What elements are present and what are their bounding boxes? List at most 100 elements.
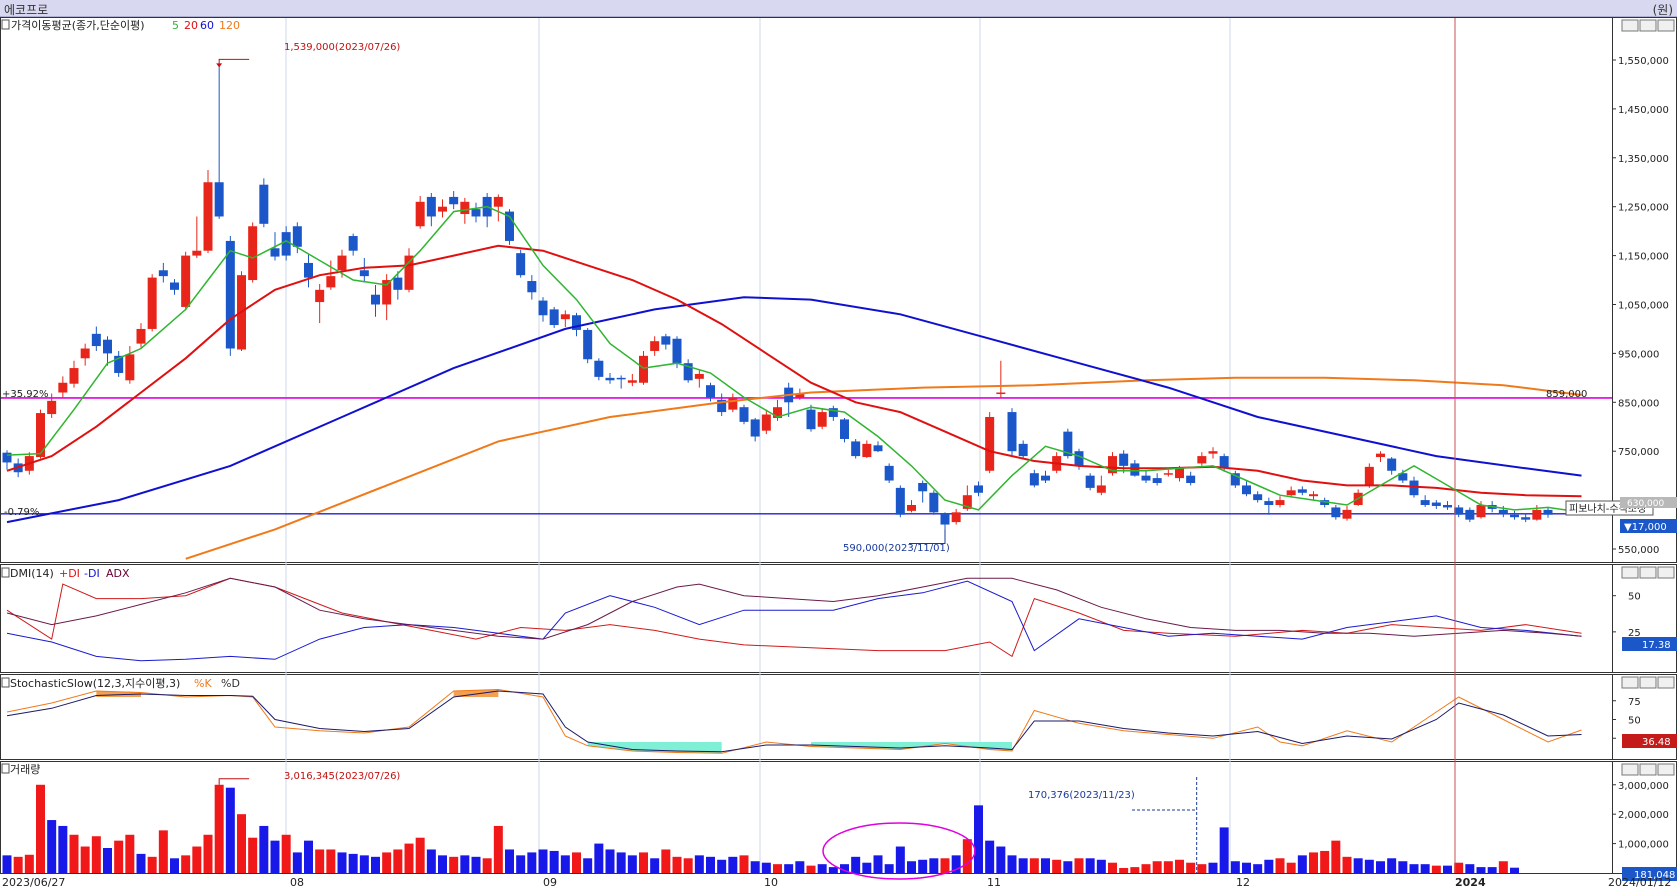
candle-down — [605, 377, 615, 381]
pane-button-icon[interactable] — [1657, 763, 1675, 776]
volume-current-value: 181,048 — [1634, 870, 1675, 881]
volume-bar — [1163, 861, 1173, 873]
candle-down — [1521, 517, 1531, 520]
pane-button-icon[interactable] — [1657, 566, 1675, 579]
moving-average-ma60 — [6, 296, 1582, 524]
candle-down — [1331, 507, 1341, 518]
candle-up — [58, 382, 68, 393]
volume-bar — [1052, 859, 1062, 873]
candle-down — [1063, 431, 1073, 457]
volume-bar — [1510, 867, 1519, 873]
candle-up — [36, 413, 45, 458]
panel-toggle-icon[interactable] — [1, 567, 10, 578]
volume-bar — [1230, 861, 1240, 873]
volume-bar — [929, 858, 939, 873]
candle-down — [750, 419, 760, 437]
candle-down — [158, 270, 168, 277]
volume-bar — [1208, 862, 1218, 873]
volume-bar — [24, 854, 34, 873]
axis-pane-price — [1612, 17, 1677, 563]
candle-down — [1219, 456, 1229, 469]
candle-down — [1454, 507, 1464, 515]
candle-up — [728, 398, 738, 410]
volume-bar — [806, 865, 816, 873]
candle-up — [404, 255, 414, 290]
candle-up — [627, 380, 637, 383]
candle-up — [761, 414, 771, 431]
candle-up — [1364, 466, 1374, 486]
x-label-oct: 10 — [764, 876, 778, 889]
candle-down — [1074, 451, 1084, 466]
candle-down — [594, 360, 604, 377]
dmi-adx-line — [6, 577, 1582, 640]
volume-tick-label: 1,000,000 — [1618, 840, 1669, 851]
axis-pane-dmi — [1612, 564, 1677, 673]
candle-up — [147, 277, 157, 329]
volume-bar — [549, 850, 559, 873]
pane-button-icon[interactable] — [1621, 19, 1639, 32]
volume-title: 거래량 — [10, 763, 40, 776]
pane-button-icon[interactable] — [1657, 19, 1675, 32]
volume-bar — [1264, 859, 1274, 873]
volume-bar — [873, 855, 883, 873]
volume-bar — [884, 864, 894, 873]
volume-bar — [404, 843, 414, 873]
stoch-d-line — [6, 690, 1582, 753]
volume-bar — [1476, 867, 1486, 873]
panel-toggle-icon[interactable] — [1, 677, 10, 688]
pane-button-icon[interactable] — [1657, 676, 1675, 689]
candle-down — [1085, 475, 1095, 488]
volume-current-box — [1622, 867, 1677, 881]
candle-down — [1119, 453, 1129, 466]
candle-down — [1029, 473, 1039, 486]
volume-bar — [784, 864, 794, 873]
candle-up — [415, 201, 425, 227]
volume-bar — [728, 856, 738, 873]
legend-ma60: 60 — [200, 19, 214, 32]
price-tick-label: 1,350,000 — [1618, 154, 1669, 165]
pane-button-icon[interactable] — [1639, 676, 1657, 689]
volume-bar — [348, 853, 358, 873]
volume-bar — [851, 856, 861, 873]
candle-up — [1096, 485, 1106, 493]
stoch-title: StochasticSlow(12,3,지수이평,3) — [10, 677, 180, 690]
volume-bar — [1342, 856, 1352, 873]
volume-bar — [225, 787, 235, 873]
volume-bar — [1387, 858, 1397, 873]
pct-lower-label: -0.79% — [4, 507, 39, 518]
candle-down — [1242, 485, 1251, 495]
pane-button-icon[interactable] — [1639, 566, 1657, 579]
candle-down — [940, 513, 950, 525]
candle-down — [1387, 458, 1397, 471]
volume-bar — [1409, 864, 1419, 873]
volume-bar — [1331, 840, 1341, 873]
volume-bar — [505, 849, 514, 873]
volume-bar — [1063, 861, 1073, 873]
stoch-oversold-fill — [811, 742, 1012, 751]
pane-button-icon[interactable] — [1639, 763, 1657, 776]
panel-toggle-icon[interactable] — [1, 19, 10, 30]
volume-bar — [482, 858, 492, 873]
stock-title: 에코프로 — [4, 3, 49, 17]
volume-bar — [125, 834, 135, 873]
candle-down — [348, 236, 358, 251]
candle-up — [773, 407, 782, 418]
dmi-tick-label: 50 — [1628, 592, 1641, 603]
pane-button-icon[interactable] — [1621, 676, 1639, 689]
volume-tick-label: 2,000,000 — [1618, 810, 1669, 821]
volume-bar — [80, 846, 90, 873]
stock-chart[interactable]: 1,550,000 1,450,000 1,350,000 1,250,000 1,15… — [0, 17, 1677, 889]
pane-button-icon[interactable] — [1621, 763, 1639, 776]
candle-down — [225, 240, 235, 349]
price-tick-label: 1,250,000 — [1618, 203, 1669, 214]
candle-down — [1018, 443, 1028, 457]
candle-down — [1431, 502, 1441, 506]
candle-down — [851, 441, 861, 457]
pane-button-icon[interactable] — [1639, 19, 1657, 32]
pane-button-icon[interactable] — [1621, 566, 1639, 579]
candle-up — [493, 196, 503, 207]
candle-up — [1376, 453, 1385, 458]
volume-bar — [996, 846, 1006, 873]
volume-bar — [572, 852, 581, 873]
panel-toggle-icon[interactable] — [1, 763, 10, 774]
